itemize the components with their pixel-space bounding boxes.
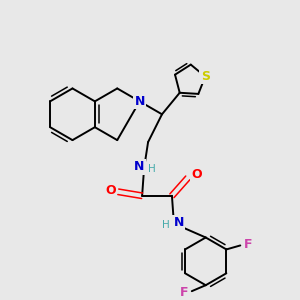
Text: N: N [134, 95, 145, 108]
Text: S: S [201, 70, 210, 83]
Text: F: F [180, 286, 188, 299]
Text: N: N [174, 216, 184, 229]
Text: F: F [244, 238, 253, 251]
Text: H: H [148, 164, 156, 174]
Text: N: N [134, 160, 144, 173]
Text: O: O [105, 184, 116, 197]
Text: O: O [191, 168, 202, 182]
Text: H: H [162, 220, 170, 230]
